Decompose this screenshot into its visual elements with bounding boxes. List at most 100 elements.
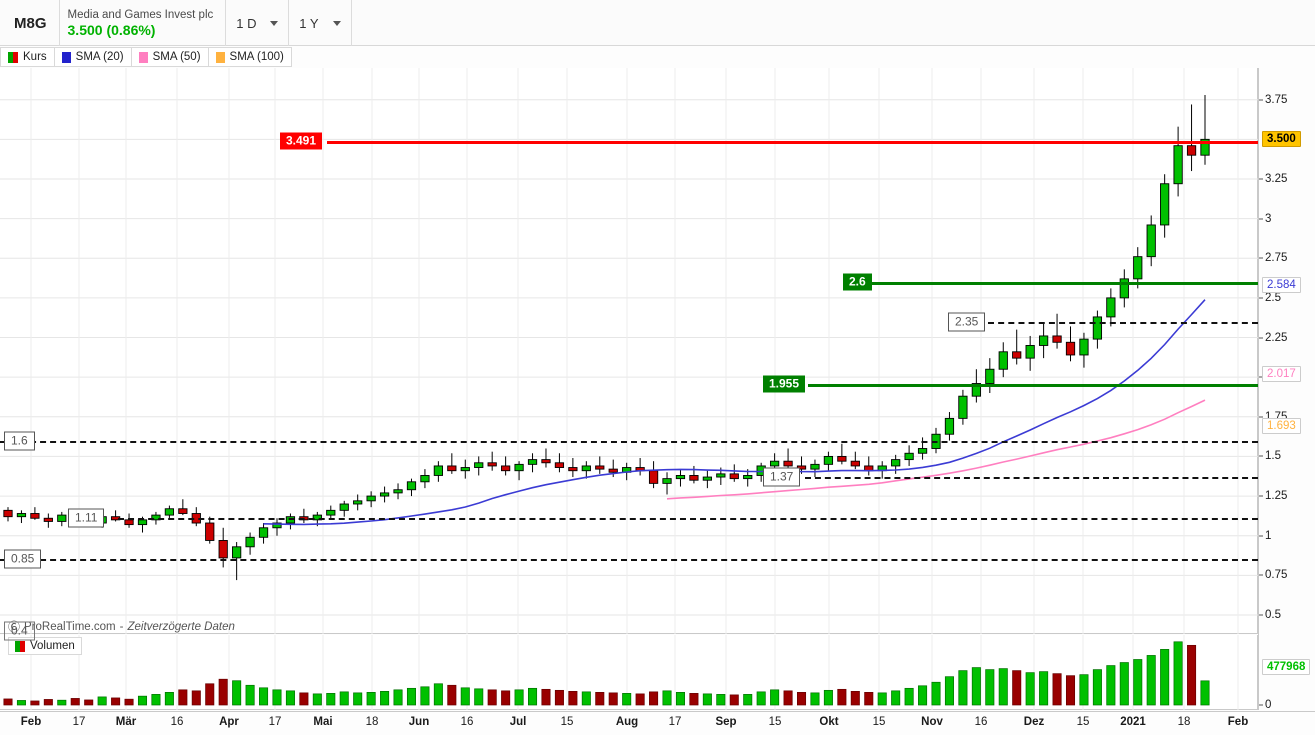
legend-item-sma-100[interactable]: SMA (100) — [208, 47, 292, 67]
price-panel[interactable] — [0, 68, 1258, 634]
header-spacer — [352, 0, 1315, 45]
axis-tick-mark — [1259, 704, 1263, 706]
date-axis-tick-label: 15 — [560, 716, 574, 728]
date-axis-tick-label: 18 — [365, 716, 379, 728]
price-axis-tick-label: 3.75 — [1265, 93, 1288, 106]
support-1955-label[interactable]: 1.955 — [763, 375, 806, 393]
resistance-3491-line[interactable] — [327, 140, 1258, 144]
axis-tick-mark — [1259, 337, 1263, 339]
date-axis-tick-label: 15 — [768, 716, 782, 728]
last-volume: 477968 — [1262, 659, 1311, 675]
date-axis-tick-label: 2021 — [1120, 716, 1146, 728]
range-selector[interactable]: 1 Y — [289, 0, 353, 46]
resistance-26-label[interactable]: 2.6 — [843, 273, 872, 291]
volume-plot — [3, 635, 1239, 710]
level-04-label: 0.4 — [4, 621, 35, 641]
range-selector-label: 1 Y — [299, 15, 319, 31]
level-235-line[interactable] — [988, 321, 1258, 324]
sma50-value: 2.017 — [1262, 366, 1301, 383]
level-111-line[interactable] — [118, 518, 1258, 521]
date-axis-tick-label: Aug — [615, 716, 639, 728]
date-axis-tick-label: Okt — [819, 716, 839, 728]
price-axis-tick-label: 1.25 — [1265, 490, 1288, 503]
axis-tick-mark — [1259, 376, 1263, 378]
date-axis-tick-label: Nov — [921, 716, 943, 728]
date-axis-tick-label: 18 — [1177, 716, 1191, 728]
date-axis-tick-label: Dez — [1023, 716, 1045, 728]
level-137-label[interactable]: 1.37 — [763, 467, 801, 487]
price-axis-tick-label: 1 — [1265, 529, 1272, 542]
price-axis[interactable]: 3.753.53.2532.752.52.2521.751.51.2510.75… — [1258, 68, 1315, 711]
provider-name: ProRealTime.com — [24, 620, 116, 633]
axis-tick-mark — [1259, 178, 1263, 180]
legend-item-label: SMA (50) — [152, 51, 201, 63]
price-axis-tick-label: 0.5 — [1265, 608, 1281, 621]
price-axis-tick-label: 0.75 — [1265, 569, 1288, 582]
axis-tick-mark — [1259, 495, 1263, 497]
chevron-down-icon — [333, 20, 342, 26]
legend-item-label: Kurs — [23, 51, 47, 63]
date-axis-tick-label: 17 — [268, 716, 282, 728]
instrument-price-change: 3.500 (0.86%) — [67, 21, 156, 38]
price-plot — [0, 68, 1258, 634]
level-137-line[interactable] — [805, 477, 1258, 480]
price-axis-tick-label: 2.5 — [1265, 291, 1281, 304]
level-085-label[interactable]: 0.85 — [4, 549, 42, 569]
axis-tick-mark — [1259, 455, 1263, 457]
volume-panel[interactable] — [0, 635, 1258, 710]
date-axis-tick-label: 16 — [460, 716, 474, 728]
date-axis-tick-label: 15 — [1076, 716, 1090, 728]
volume-legend: Volumen — [8, 637, 82, 655]
level-235-label[interactable]: 2.35 — [948, 312, 986, 332]
resistance-26-line[interactable] — [872, 282, 1258, 286]
legend-item-sma-50[interactable]: SMA (50) — [131, 47, 209, 67]
interval-selector-label: 1 D — [236, 15, 257, 31]
sma100-value: 1.693 — [1262, 417, 1301, 434]
date-axis-tick-label: Jul — [509, 716, 527, 728]
axis-tick-mark — [1259, 416, 1263, 418]
price-axis-tick-label: 2.75 — [1265, 252, 1288, 265]
price-axis-tick-label: 3 — [1265, 212, 1272, 225]
interval-selector[interactable]: 1 D — [226, 0, 290, 46]
date-axis-tick-label: 16 — [974, 716, 988, 728]
watermark-separator: - — [119, 620, 124, 633]
date-axis-tick-label: Feb — [20, 716, 42, 728]
volume-axis-tick-label: 0 — [1265, 699, 1272, 711]
ticker-symbol: M8G — [0, 0, 60, 46]
axis-tick-mark — [1259, 99, 1263, 101]
level-085-line[interactable] — [0, 559, 1258, 562]
candle-color-icon — [8, 51, 18, 63]
date-axis-tick-label: Apr — [219, 716, 239, 728]
axis-tick-mark — [1259, 535, 1263, 537]
axis-tick-mark — [1259, 574, 1263, 576]
series-color-icon — [138, 51, 148, 63]
provider-watermark: Ⓒ ProRealTime.com - Zeitverzögerte Daten — [8, 618, 235, 635]
last-price: 3.500 — [1262, 131, 1301, 148]
date-axis-tick-label: Jun — [408, 716, 430, 728]
legend-item-sma-20[interactable]: SMA (20) — [54, 47, 132, 67]
level-16-label[interactable]: 1.6 — [4, 431, 35, 451]
delayed-data-note: Zeitverzögerte Daten — [127, 620, 235, 633]
instrument-name: Media and Games Invest plc — [67, 8, 214, 21]
date-axis-tick-label: Sep — [715, 716, 737, 728]
legend-item-label: SMA (100) — [229, 51, 284, 63]
volume-color-icon — [15, 640, 25, 652]
price-axis-tick-label: 2.25 — [1265, 331, 1288, 344]
date-axis-tick-label: Mai — [313, 716, 333, 728]
support-1955-line[interactable] — [808, 384, 1258, 388]
level-16-line[interactable] — [0, 440, 1258, 443]
legend-item-kurs[interactable]: Kurs — [0, 47, 55, 67]
price-axis-tick-label: 1.5 — [1265, 450, 1281, 463]
volume-legend-label: Volumen — [30, 640, 75, 652]
resistance-3491-label[interactable]: 3.491 — [280, 132, 323, 150]
instrument-info[interactable]: Media and Games Invest plc 3.500 (0.86%) — [60, 0, 227, 46]
date-axis[interactable]: Feb 17 Mär 16 Apr 17 Mai 18 Jun 16 Jul 15 Aug 17 Sep 15… — [0, 711, 1315, 735]
sma20-value: 2.584 — [1262, 276, 1301, 293]
price-axis-tick-label: 3.25 — [1265, 172, 1288, 185]
date-axis-tick-label: 17 — [72, 716, 86, 728]
chevron-down-icon — [270, 20, 279, 26]
date-axis-tick-label: 16 — [170, 716, 184, 728]
level-111-label[interactable]: 1.11 — [68, 508, 105, 528]
series-color-icon — [215, 51, 225, 63]
